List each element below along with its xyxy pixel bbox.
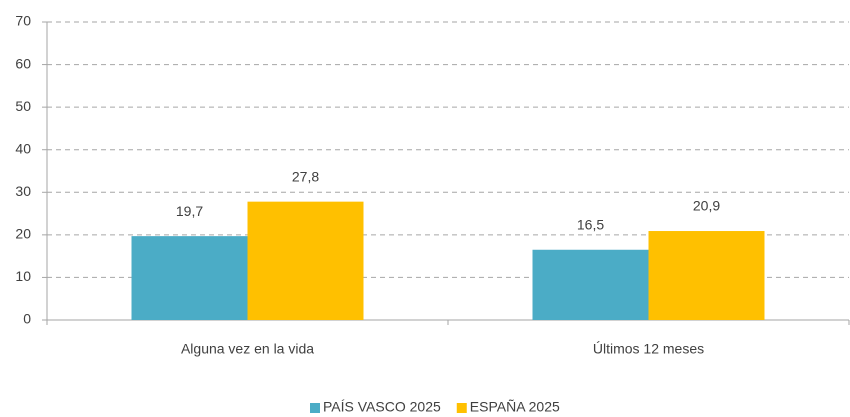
legend-swatch [310,403,320,413]
bar [532,249,649,320]
x-tick-label: Últimos 12 meses [593,341,704,357]
y-tick-label: 10 [15,268,31,284]
y-tick-label: 50 [15,98,31,114]
y-tick-label: 70 [15,13,31,29]
data-label: 27,8 [292,168,319,184]
y-tick-label: 0 [23,311,31,327]
legend-label: PAÍS VASCO 2025 [323,399,441,415]
bar [247,201,364,320]
data-label: 19,7 [176,203,203,219]
y-tick-label: 60 [15,55,31,71]
y-tick-label: 20 [15,226,31,242]
data-label: 16,5 [577,216,604,232]
y-tick-label: 30 [15,183,31,199]
y-tick-label: 40 [15,140,31,156]
legend-label: ESPAÑA 2025 [470,399,560,415]
x-tick-label: Alguna vez en la vida [181,341,314,357]
bar [131,236,248,320]
data-label: 20,9 [693,198,720,214]
bar [648,231,765,320]
legend-swatch [456,403,467,413]
